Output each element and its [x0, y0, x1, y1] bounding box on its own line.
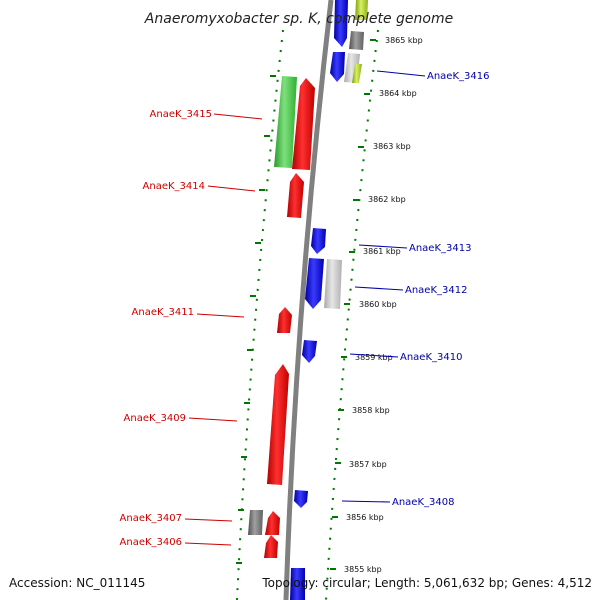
- topology-label: Topology: circular; Length: 5,061,632 bp…: [262, 576, 592, 590]
- gene-label-right[interactable]: AnaeK_3416: [427, 71, 489, 82]
- gene-label-left[interactable]: AnaeK_3411: [132, 307, 194, 318]
- gene-label-left[interactable]: AnaeK_3407: [120, 513, 182, 524]
- gene-feature-forward[interactable]: [305, 258, 324, 309]
- accession-label: Accession: NC_011145: [9, 576, 146, 590]
- gene-feature-forward[interactable]: [302, 340, 317, 363]
- gene-feature-rna[interactable]: [274, 76, 297, 168]
- right-gene-labels: AnaeK_3416 AnaeK_3413 AnaeK_3412 AnaeK_3…: [392, 71, 489, 508]
- gene-feature-forward[interactable]: [330, 52, 345, 82]
- scale-label: 3856 kbp: [346, 513, 384, 522]
- gene-label-left[interactable]: AnaeK_3409: [124, 413, 186, 424]
- scale-label: 3863 kbp: [373, 142, 411, 151]
- gene-feature-forward[interactable]: [290, 568, 305, 600]
- gene-label-right[interactable]: AnaeK_3410: [400, 352, 462, 363]
- gene-label-right[interactable]: AnaeK_3412: [405, 285, 467, 296]
- gene-feature-yellow[interactable]: [352, 64, 362, 83]
- gene-feature-reverse[interactable]: [267, 364, 289, 485]
- gene-label-right[interactable]: AnaeK_3408: [392, 497, 454, 508]
- gene-feature-forward[interactable]: [294, 490, 308, 508]
- scale-label: 3864 kbp: [379, 89, 417, 98]
- scale-label: 3859 kbp: [355, 353, 393, 362]
- scale-label: 3860 kbp: [359, 300, 397, 309]
- gene-feature-reverse[interactable]: [277, 307, 292, 333]
- gene-feature-reverse[interactable]: [264, 535, 278, 558]
- left-gene-leaders: [184, 113, 263, 546]
- gene-feature-reverse[interactable]: [265, 511, 280, 535]
- scale-labels: 3865 kbp 3864 kbp 3863 kbp 3862 kbp 3861…: [344, 36, 423, 574]
- gene-feature-reverse[interactable]: [287, 173, 304, 218]
- scale-label: 3855 kbp: [344, 565, 382, 574]
- inner-major-ticks: [236, 75, 276, 564]
- gene-feature-forward[interactable]: [334, 0, 348, 47]
- genome-title: Anaeromyxobacter sp. K, complete genome: [144, 11, 453, 27]
- gene-feature-forward[interactable]: [311, 228, 326, 254]
- reverse-strand-genes: [248, 76, 315, 558]
- gene-label-left[interactable]: AnaeK_3415: [150, 109, 212, 120]
- right-gene-leaders: [341, 70, 426, 503]
- scale-label: 3865 kbp: [385, 36, 423, 45]
- left-gene-labels: AnaeK_3415 AnaeK_3414 AnaeK_3411 AnaeK_3…: [120, 109, 212, 548]
- forward-strand-genes: [290, 0, 368, 600]
- gene-label-right[interactable]: AnaeK_3413: [409, 243, 471, 254]
- gene-feature-pseudo[interactable]: [349, 31, 364, 50]
- gene-label-left[interactable]: AnaeK_3414: [143, 181, 205, 192]
- dotted-tick-rings: [236, 29, 379, 600]
- gene-feature-yellow[interactable]: [355, 0, 368, 20]
- scale-label: 3858 kbp: [352, 406, 390, 415]
- scale-label: 3861 kbp: [363, 247, 401, 256]
- gene-feature-reverse[interactable]: [292, 78, 315, 170]
- gene-feature-pseudo[interactable]: [248, 510, 263, 535]
- backbone-arc: [283, 0, 334, 600]
- gene-feature-light[interactable]: [324, 259, 342, 309]
- scale-label: 3857 kbp: [349, 460, 387, 469]
- gene-label-left[interactable]: AnaeK_3406: [120, 537, 182, 548]
- outer-major-ticks: [330, 39, 376, 570]
- scale-label: 3862 kbp: [368, 195, 406, 204]
